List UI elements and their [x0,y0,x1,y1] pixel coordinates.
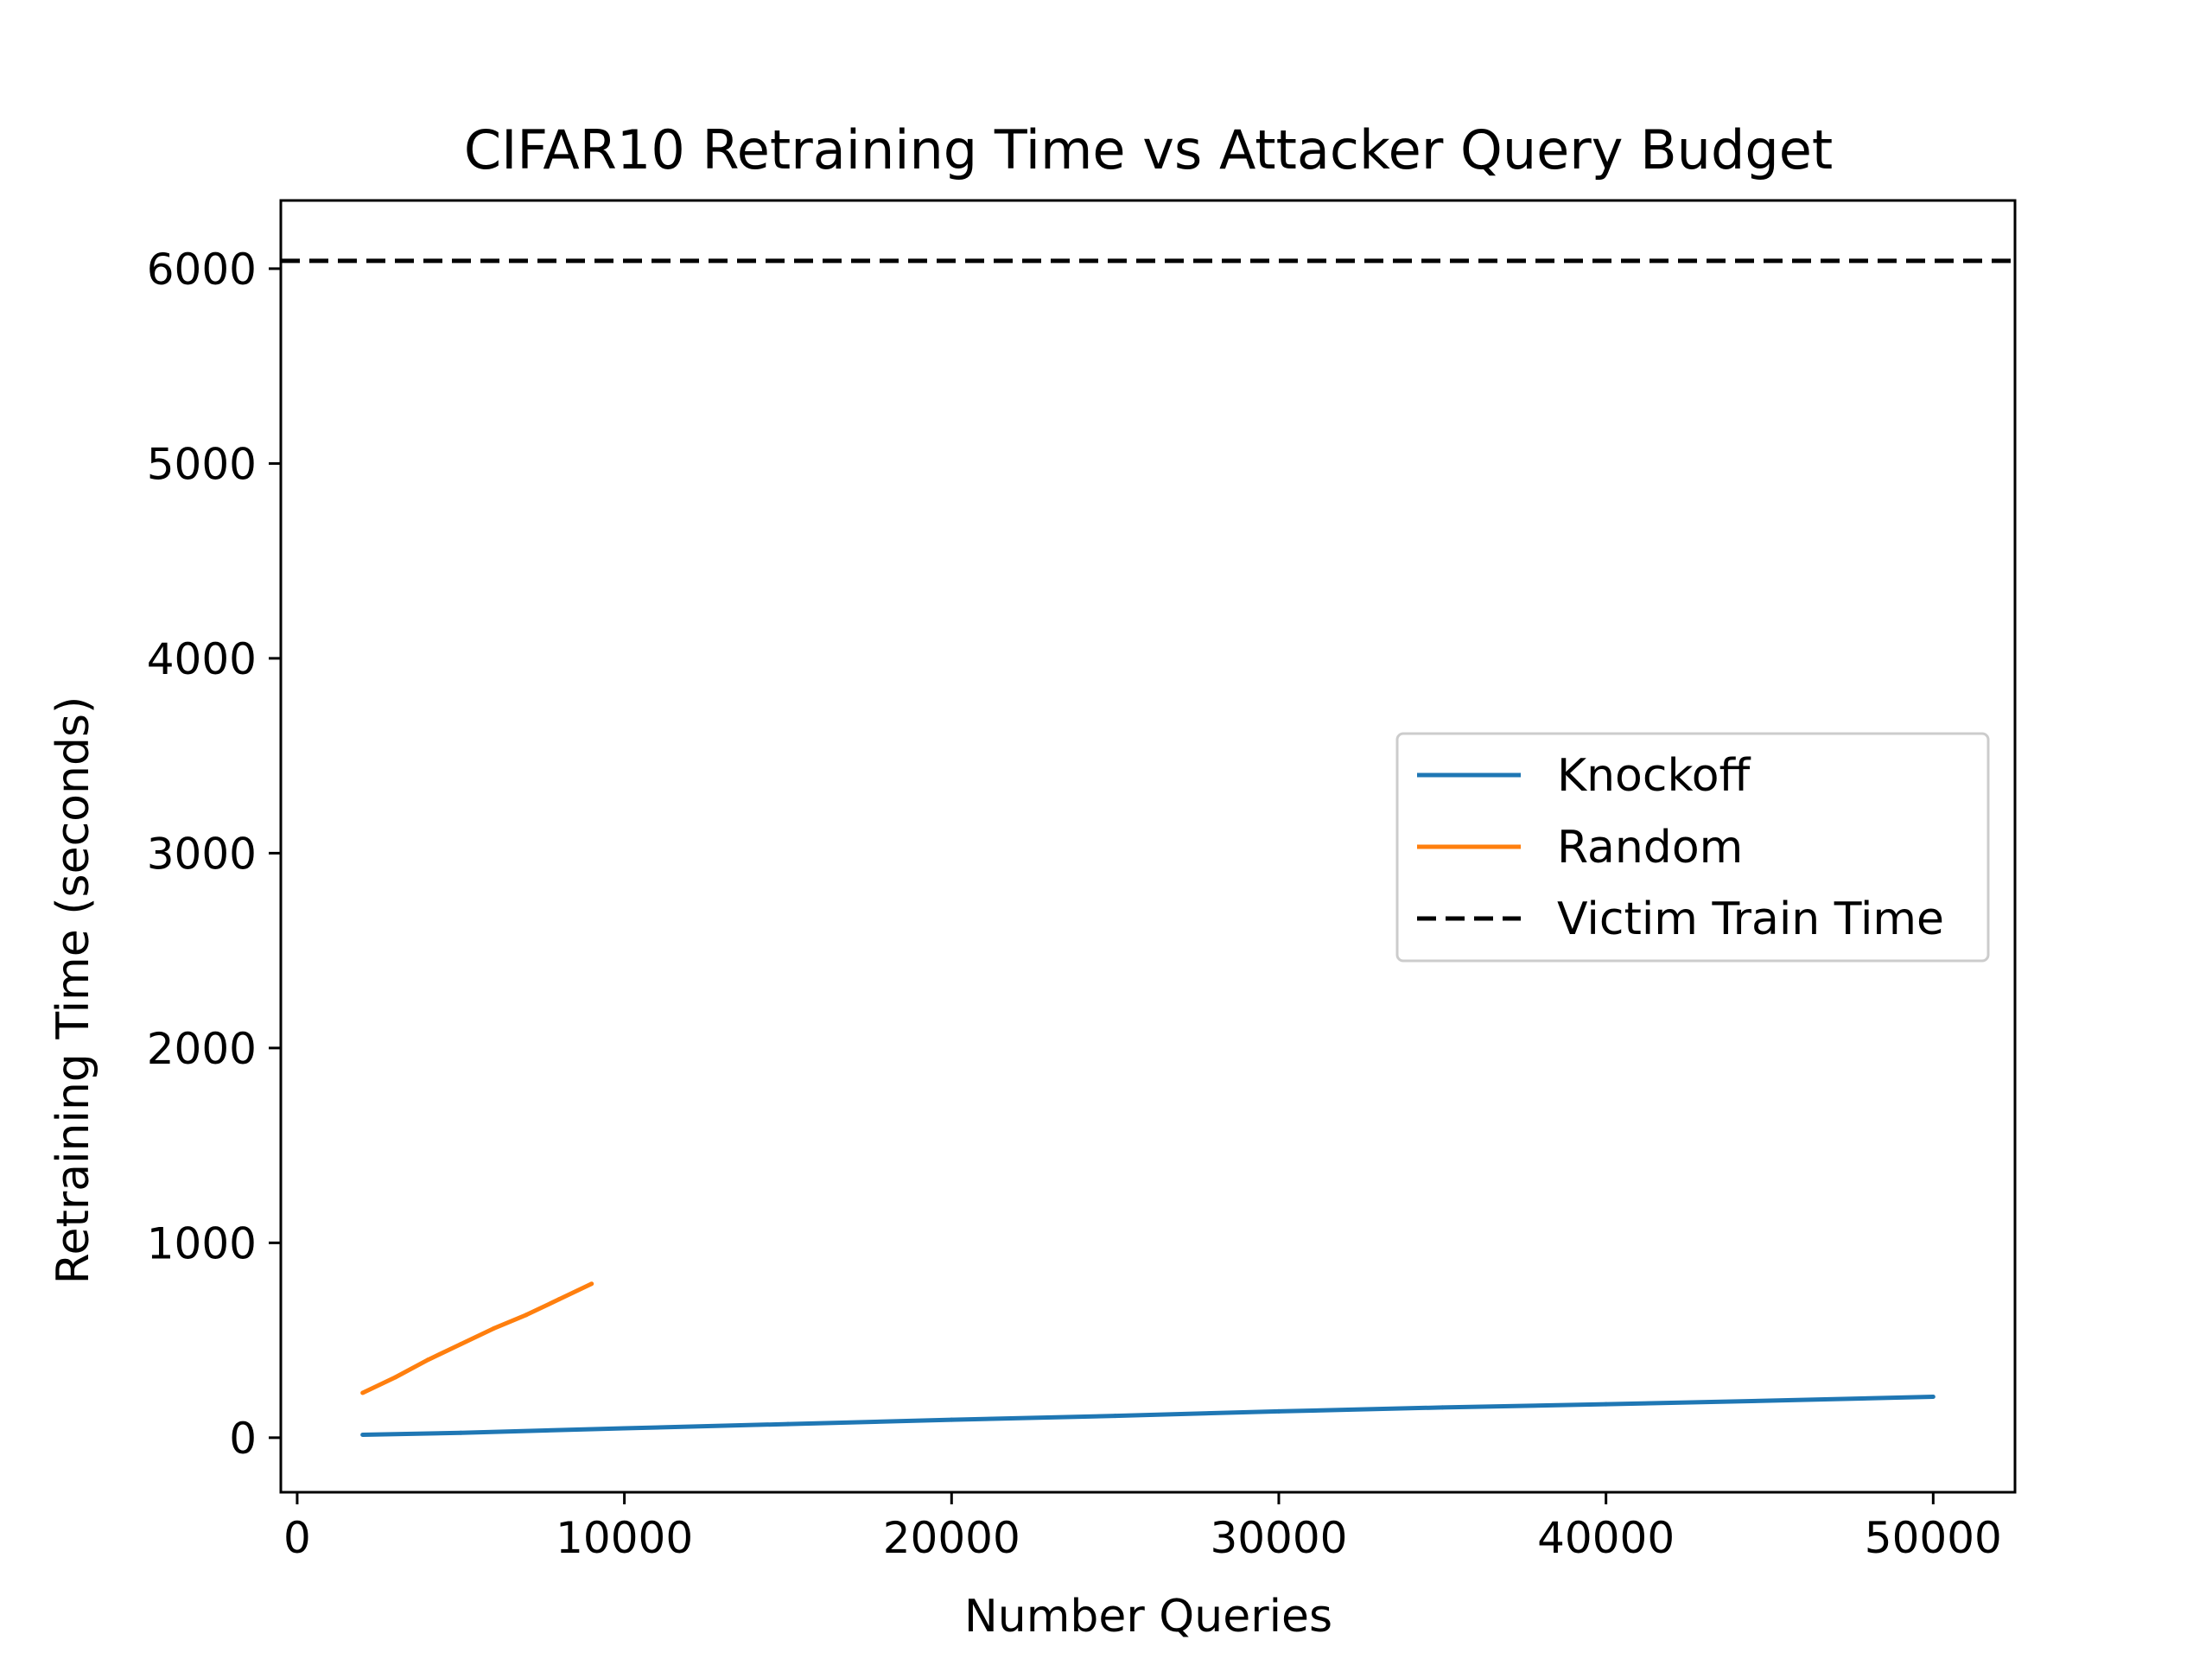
knockoff-data-point [1930,1395,1936,1400]
y-tick-label: 6000 [147,245,257,295]
plot-frame [279,199,2017,1494]
x-tick-label: 30000 [1210,1513,1347,1563]
x-tick-label: 50000 [1865,1513,2002,1563]
chart-title: CIFAR10 Retraining Time vs Attacker Quer… [464,118,1833,181]
plot-area [281,258,2015,1437]
knockoff-data-point [1604,1402,1609,1407]
knockoff-data-point [1113,1414,1118,1419]
x-tick-label: 10000 [556,1513,693,1563]
y-tick-label: 3000 [147,829,257,879]
random-data-point [425,1357,430,1363]
y-tick-label: 1000 [147,1218,257,1268]
knockoff-data-point [458,1430,463,1435]
knockoff-data-point [1276,1408,1281,1414]
y-tick-label: 5000 [147,439,257,489]
legend-label-random: Random [1557,822,1743,874]
y-tick-label: 2000 [147,1024,257,1074]
random-data-point [589,1281,594,1287]
random-series-line [361,1281,593,1395]
knockoff-data-point [1767,1398,1772,1403]
x-tick-label: 0 [283,1513,311,1563]
random-data-point [458,1342,463,1347]
y-axis: 0 1000 2000 3000 4000 5000 6000 [147,245,281,1464]
knockoff-data-point [360,1432,365,1437]
knockoff-data-point [949,1417,954,1422]
knockoff-data-point [622,1426,627,1431]
knockoff-series-line [362,1395,1934,1437]
random-data-point [393,1375,398,1380]
random-data-point [556,1297,562,1302]
legend-label-victim-train-time: Victim Train Time [1557,893,1944,945]
y-tick-label: 4000 [147,634,257,684]
knockoff-data-point [785,1421,791,1427]
legend-box [1395,732,1990,963]
x-axis-label: Number Queries [964,1591,1332,1643]
x-tick-label: 40000 [1537,1513,1675,1563]
random-data-point [360,1390,365,1395]
legend-label-knockoff: Knockoff [1557,750,1751,802]
y-tick-label: 0 [229,1414,257,1464]
random-data-point [524,1313,529,1318]
legend: Knockoff Random Victim Train Time [1395,732,1990,963]
x-axis: 0 10000 20000 30000 40000 50000 [283,1492,2002,1563]
knockoff-data-point [1440,1405,1445,1410]
x-tick-label: 20000 [883,1513,1020,1563]
random-data-point [491,1326,496,1332]
y-axis-label: Retraining Time (seconds) [48,696,99,1285]
